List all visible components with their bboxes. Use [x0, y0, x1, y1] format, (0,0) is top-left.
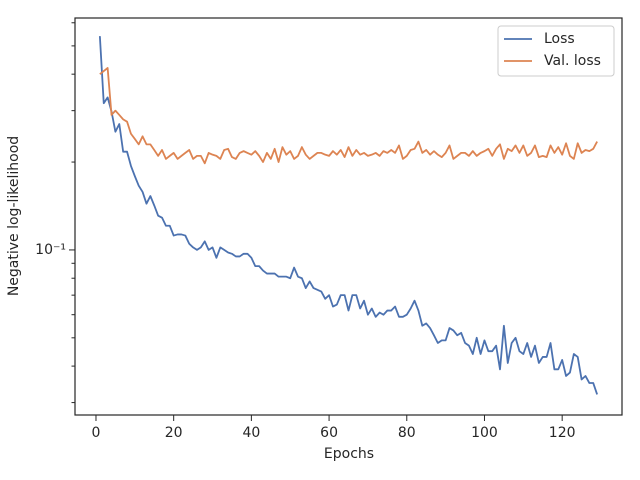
legend-label: Loss	[544, 31, 575, 47]
legend-label: Val. loss	[544, 53, 601, 69]
x-tick-label: 40	[242, 425, 260, 441]
x-tick-label: 20	[165, 425, 183, 441]
y-axis-label: Negative log-likelihood	[6, 136, 22, 296]
y-tick-label: 10⁻¹	[35, 242, 66, 258]
line-series	[98, 36, 598, 395]
line-series	[99, 67, 598, 165]
x-tick-label: 100	[471, 425, 498, 441]
x-tick-label: 80	[398, 425, 416, 441]
x-tick-label: 120	[549, 425, 576, 441]
x-axis-label: Epochs	[324, 446, 374, 462]
x-tick-label: 0	[92, 425, 101, 441]
plot-frame	[74, 17, 623, 416]
x-tick-label: 60	[320, 425, 338, 441]
